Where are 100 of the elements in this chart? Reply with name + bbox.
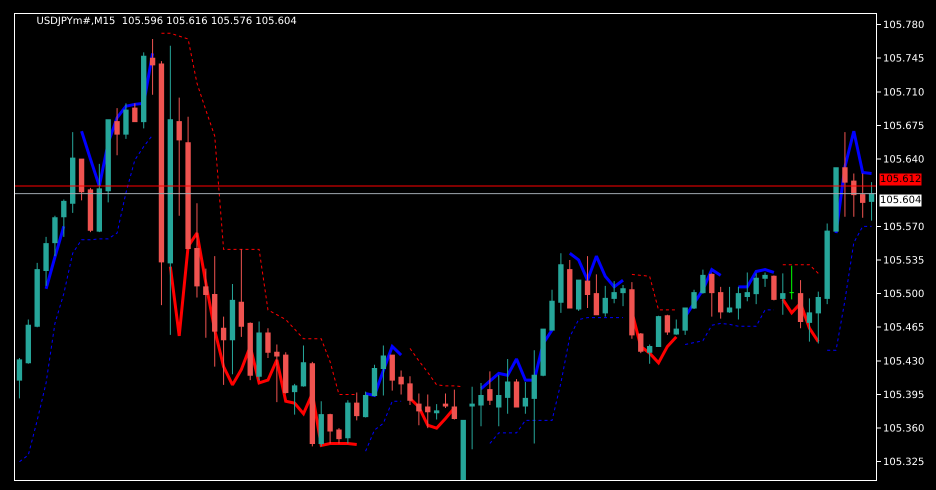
candlestick [718, 286, 724, 320]
candlestick [123, 102, 129, 140]
candlestick [88, 187, 94, 233]
candlestick [34, 262, 40, 328]
candlestick [61, 198, 66, 238]
candlestick [327, 413, 333, 444]
candlestick [842, 132, 848, 218]
candlestick [336, 428, 342, 444]
candlestick [141, 52, 146, 129]
candlestick [318, 400, 324, 447]
candlestick [567, 259, 572, 309]
candlestick [496, 374, 502, 427]
candlestick [300, 344, 306, 388]
candlestick [806, 298, 812, 342]
candlestick [168, 45, 174, 336]
candlestick [646, 344, 652, 364]
candlestick [158, 60, 164, 306]
y-tick-label: 105.640 [883, 154, 924, 166]
candlestick [425, 394, 430, 429]
candlestick [230, 283, 236, 375]
y-tick-label: 105.430 [883, 356, 924, 368]
candlestick [584, 256, 590, 309]
chart-title: USDJPYm#,M15 105.596 105.616 105.576 105.604 [36, 16, 297, 28]
candlestick [16, 357, 22, 399]
candlestick [106, 119, 111, 203]
candlestick [638, 332, 644, 354]
candlestick [700, 269, 706, 294]
candlestick [78, 158, 84, 201]
candlestick [860, 173, 866, 218]
candlestick [26, 319, 31, 364]
candlestick [771, 274, 777, 301]
y-tick-label: 105.570 [883, 222, 924, 233]
candlestick [868, 182, 874, 222]
candlestick [709, 272, 714, 318]
candlestick [52, 215, 58, 257]
candlestick [43, 236, 49, 286]
candlestick [532, 350, 537, 444]
candlestick [150, 38, 156, 96]
candlestick [594, 274, 600, 316]
y-tick-label: 105.780 [883, 20, 924, 32]
candlestick [478, 382, 484, 427]
candlestick [176, 97, 182, 216]
candlestick [398, 370, 404, 395]
y-tick-label: 105.675 [883, 120, 924, 132]
candlestick [620, 284, 626, 307]
candlestick [442, 393, 448, 408]
candlestick [549, 289, 555, 331]
candlestick [664, 314, 670, 336]
candlestick [754, 272, 759, 305]
candlestick [114, 108, 120, 156]
candlestick [203, 268, 209, 338]
candlestick [744, 272, 750, 302]
ref-line-label: 105.612 [880, 174, 922, 185]
candlestick [611, 280, 617, 304]
candlestick [798, 280, 804, 329]
candlestick [514, 378, 520, 408]
candlestick [460, 420, 466, 480]
ref-line-label: 105.604 [880, 195, 922, 206]
candlestick [292, 383, 298, 416]
y-tick-label: 105.360 [883, 424, 924, 435]
candlestick [354, 392, 360, 421]
candlestick [558, 252, 564, 314]
y-tick-label: 105.745 [883, 54, 924, 65]
candlestick [407, 376, 413, 406]
candlestick [220, 316, 226, 386]
candlestick [576, 280, 582, 312]
y-tick-label: 105.395 [883, 390, 924, 401]
candlestick [469, 386, 475, 450]
candlestick [70, 132, 76, 214]
candlestick [345, 400, 351, 444]
candlestick [372, 364, 378, 397]
y-tick-label: 105.465 [883, 322, 924, 334]
candlestick [824, 222, 830, 305]
candlestick [390, 354, 395, 392]
candlestick [629, 282, 635, 340]
candlestick [851, 173, 856, 218]
candlestick [132, 102, 138, 122]
candlestick [434, 404, 440, 420]
candlestick [789, 265, 794, 300]
y-tick-label: 105.500 [883, 289, 924, 300]
candlestick [540, 328, 546, 377]
candlestick [656, 315, 662, 347]
candlestick [736, 286, 742, 320]
candlestick [96, 163, 102, 233]
candlestick [726, 286, 732, 314]
candlestick [380, 344, 386, 396]
candlestick [487, 370, 493, 406]
candlestick [504, 358, 510, 414]
candlestick [362, 391, 368, 418]
candlestick [238, 248, 244, 338]
candlestick [212, 256, 218, 368]
candlestick [780, 272, 786, 316]
candlestick [310, 361, 316, 447]
candlestick [762, 272, 768, 288]
candlestick [274, 344, 280, 403]
y-tick-label: 105.710 [883, 87, 924, 98]
candlestick [602, 285, 608, 318]
candlestick [816, 291, 821, 344]
candlestick [452, 389, 458, 420]
candlestick [256, 320, 262, 381]
